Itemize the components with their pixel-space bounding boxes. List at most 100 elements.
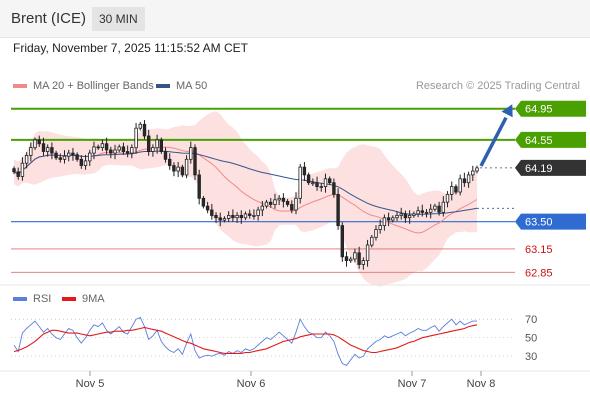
candle-86 xyxy=(374,225,378,241)
candle-35 xyxy=(159,137,163,154)
candle-87 xyxy=(378,219,382,234)
ma20-swatch xyxy=(13,84,27,88)
legend-rsi-ma: 9MA xyxy=(62,293,105,305)
candle-109 xyxy=(471,165,475,181)
candle-54 xyxy=(239,210,243,224)
candle-62 xyxy=(273,193,277,209)
candle-body xyxy=(471,170,475,176)
candle-66 xyxy=(290,200,294,214)
candle-body xyxy=(226,214,231,219)
candle-21 xyxy=(100,139,105,151)
candle-body xyxy=(264,201,269,207)
candle-body xyxy=(252,214,256,217)
candle-9 xyxy=(50,142,54,160)
research-credit: Research © 2025 Trading Central xyxy=(415,80,580,92)
candle-32 xyxy=(146,129,151,156)
candle-14 xyxy=(71,147,75,161)
candle-body xyxy=(197,174,201,199)
candle-33 xyxy=(151,144,155,157)
level-label-text: 63.50 xyxy=(525,217,553,229)
candle-body xyxy=(361,260,365,265)
candle-body xyxy=(218,217,222,221)
candle-39 xyxy=(176,161,180,178)
candle-107 xyxy=(462,172,467,187)
level-label-text: 64.55 xyxy=(525,135,553,147)
candle-body xyxy=(441,201,445,213)
candle-77 xyxy=(336,188,340,230)
forecast-arrow xyxy=(479,104,513,167)
candle-108 xyxy=(466,171,471,188)
rsi-panel: 70 50 30 xyxy=(0,284,590,366)
x-tick-label: Nov 8 xyxy=(467,378,496,390)
candle-18 xyxy=(88,149,92,167)
level-label-64.55: 64.55 xyxy=(515,131,586,148)
candle-body xyxy=(407,214,412,219)
candle-52 xyxy=(231,209,235,222)
ma50-swatch xyxy=(156,84,170,88)
candle-body xyxy=(71,152,75,156)
candle-body xyxy=(357,252,361,265)
candle-76 xyxy=(332,178,336,198)
candle-40 xyxy=(180,164,185,178)
candle-body xyxy=(222,218,227,221)
candle-body xyxy=(256,209,260,216)
rsi-tick-label: 70 xyxy=(525,314,537,326)
candle-body xyxy=(348,258,353,262)
candle-body xyxy=(184,158,189,176)
candle-body xyxy=(113,149,117,154)
candle-body xyxy=(109,149,113,154)
candle-body xyxy=(378,225,382,230)
candle-body xyxy=(399,213,403,216)
candle-106 xyxy=(458,174,462,196)
rsi-label: RSI xyxy=(33,293,52,305)
candle-body xyxy=(12,168,16,173)
candle-body xyxy=(374,229,378,238)
rsi-ma-swatch xyxy=(62,297,76,301)
candle-body xyxy=(475,167,479,172)
candle-body xyxy=(277,197,281,201)
candle-45 xyxy=(201,195,206,209)
candle-93 xyxy=(403,210,408,223)
candlesticks xyxy=(12,120,479,270)
candle-body xyxy=(146,135,151,153)
candle-body xyxy=(462,178,467,184)
candle-body xyxy=(239,214,243,219)
x-tick-label: Nov 5 xyxy=(76,378,105,390)
candle-53 xyxy=(235,212,239,223)
candle-body xyxy=(344,256,349,262)
candle-5 xyxy=(33,137,37,150)
timeframe-button[interactable]: 30 MIN xyxy=(92,7,145,31)
candle-body xyxy=(454,186,458,193)
level-label-63.50: 63.50 xyxy=(515,213,586,230)
candle-body xyxy=(79,158,83,166)
rsi-tick-label: 50 xyxy=(525,333,537,345)
candle-body xyxy=(210,209,214,216)
candle-19 xyxy=(92,141,96,160)
candle-51 xyxy=(226,211,231,222)
candle-body xyxy=(155,139,159,149)
candle-body xyxy=(311,182,315,185)
candle-100 xyxy=(433,203,437,212)
candle-body xyxy=(428,208,433,213)
candle-56 xyxy=(247,209,252,219)
candle-0 xyxy=(12,166,16,175)
candle-body xyxy=(58,157,62,160)
candle-body xyxy=(370,236,374,246)
candle-body xyxy=(445,193,450,203)
rsi-swatch xyxy=(13,297,27,301)
candle-80 xyxy=(348,256,353,263)
candle-1 xyxy=(16,167,20,180)
candle-body xyxy=(243,213,248,219)
candle-71 xyxy=(311,178,315,186)
candle-body xyxy=(172,165,176,172)
candle-26 xyxy=(121,142,126,155)
candle-28 xyxy=(130,144,134,159)
candle-body xyxy=(125,151,130,154)
candle-body xyxy=(268,201,273,205)
candle-body xyxy=(424,211,429,214)
candle-body xyxy=(365,244,370,262)
candle-body xyxy=(201,197,206,207)
candle-body xyxy=(159,139,163,152)
level-label-tag xyxy=(515,100,586,117)
